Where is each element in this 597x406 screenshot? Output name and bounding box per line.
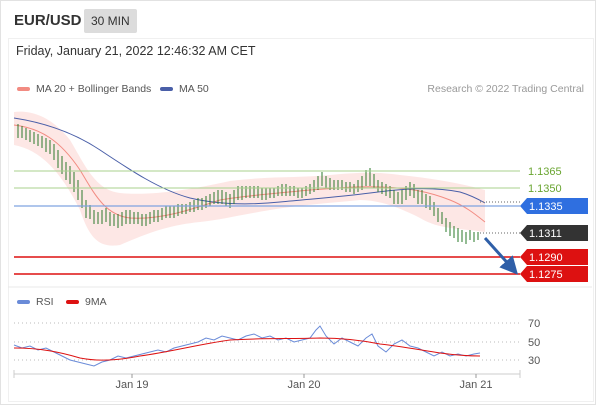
chart-header: EUR/USD 30 MIN: [0, 0, 597, 40]
x-label-jan19: Jan 19: [115, 379, 148, 391]
timeframe-button[interactable]: 30 MIN: [84, 9, 137, 33]
rsi-line: [13, 325, 481, 367]
ma50-line: [13, 117, 486, 205]
chart-panel: [8, 38, 594, 402]
x-label-jan21: Jan 21: [459, 379, 492, 391]
level-tag-1365: 1.1365: [528, 166, 562, 178]
level-label-1350: 1.1350: [528, 183, 562, 195]
rsi-axis-70: 70: [528, 318, 540, 330]
level-tag-1335: 1.1335: [520, 198, 588, 214]
rsi-label: RSI: [36, 296, 54, 308]
forecast-arrow: [483, 236, 519, 275]
level-tag-1350: 1.1350: [528, 183, 562, 195]
level-label-1365: 1.1365: [528, 166, 562, 178]
support-tag-bg-2: [520, 266, 588, 282]
research-credit: Research © 2022 Trading Central: [427, 83, 584, 95]
rsi-ma-swatch: [66, 300, 79, 304]
level-label-1290: 1.1290: [529, 252, 563, 264]
legend-rsi-ma: 9MA: [66, 296, 107, 308]
ma50-swatch: [160, 87, 173, 91]
level-tag-1275: 1.1275: [520, 266, 588, 282]
timestamp: Friday, January 21, 2022 12:46:32 AM CET: [16, 44, 256, 58]
level-tag-1290: 1.1290: [520, 249, 588, 265]
ma20-swatch: [17, 87, 30, 91]
level-label-1275: 1.1275: [529, 269, 563, 281]
support-tag-bg-1: [520, 249, 588, 265]
rsi-axis-50: 50: [528, 337, 540, 349]
rsi-ma-line: [13, 337, 481, 361]
x-label-jan20: Jan 20: [287, 379, 320, 391]
level-label-1335: 1.1335: [529, 201, 563, 213]
legend-ma20: MA 20 + Bollinger Bands: [17, 83, 151, 95]
symbol-title: EUR/USD: [14, 12, 82, 29]
pivot-tag-bg: [520, 198, 588, 214]
ma50-label: MA 50: [179, 83, 209, 95]
legend-rsi: RSI: [17, 296, 54, 308]
level-tag-1311: 1.1311: [520, 225, 588, 241]
level-label-1311: 1.1311: [529, 228, 562, 240]
legend-ma50: MA 50: [160, 83, 209, 95]
ma20-label: MA 20 + Bollinger Bands: [36, 83, 152, 95]
current-tag-bg: [520, 225, 588, 241]
rsi-swatch: [17, 300, 30, 304]
rsi-axis-30: 30: [528, 355, 540, 367]
bollinger-band: [14, 111, 485, 246]
rsi-ma-label: 9MA: [85, 296, 107, 308]
